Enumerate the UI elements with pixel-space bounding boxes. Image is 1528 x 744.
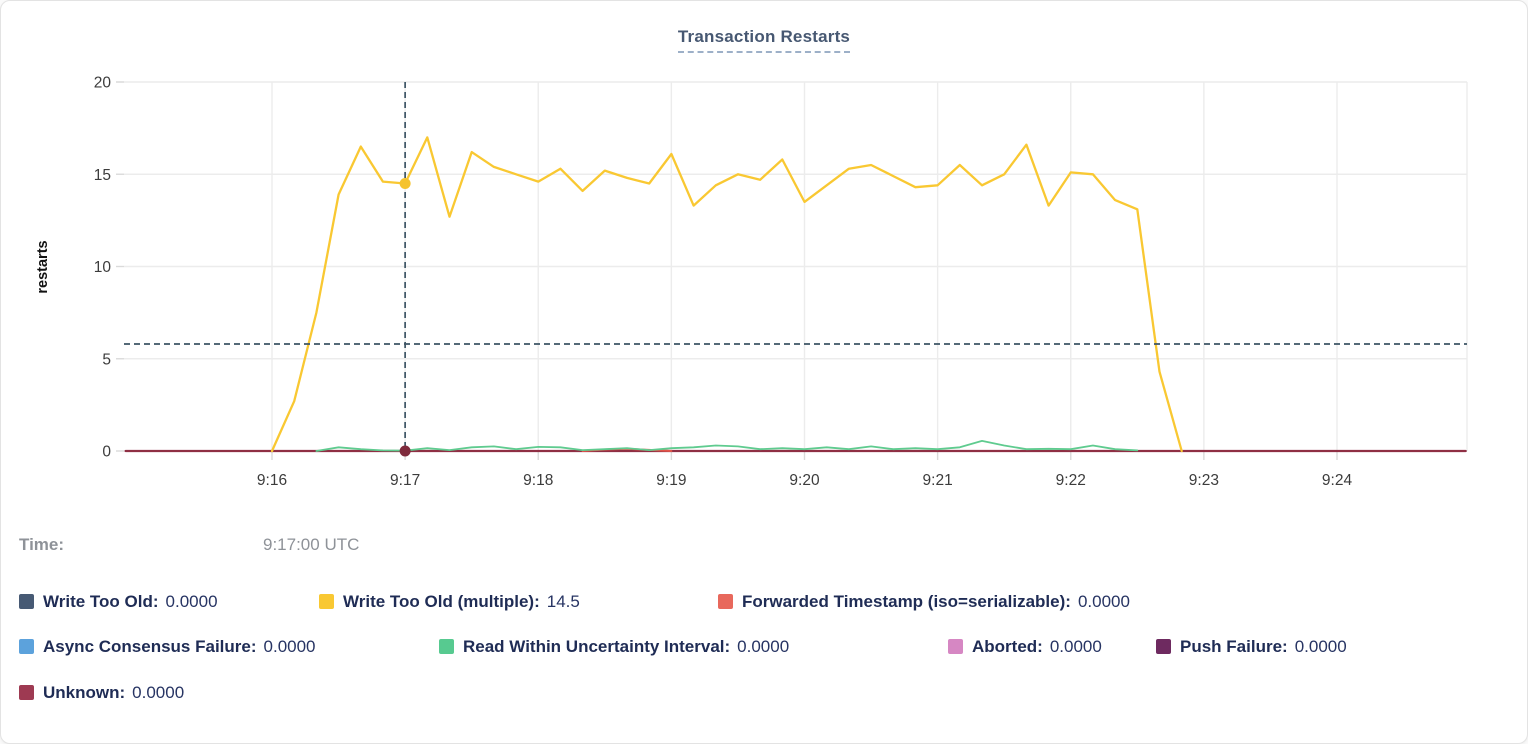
tooltip-time-label: Time: <box>19 535 65 554</box>
legend-label: Async Consensus Failure: <box>43 637 257 656</box>
hover-point-dot <box>399 177 411 189</box>
legend-swatch-icon <box>948 639 963 654</box>
legend-label: Push Failure: <box>1180 637 1288 656</box>
legend-label: Forwarded Timestamp (iso=serializable): <box>742 592 1071 611</box>
y-axis-label: restarts <box>35 240 51 293</box>
hover-point-dot <box>399 445 411 457</box>
series-line-write-too-old-multiple- <box>270 136 1183 453</box>
legend-value: 0.0000 <box>1049 637 1102 656</box>
legend-item-write-too-old: Write Too Old: 0.0000 <box>19 591 218 613</box>
y-tick-label: 15 <box>94 167 111 184</box>
legend-item-write-too-old-multiple: Write Too Old (multiple): 14.5 <box>319 591 580 613</box>
legend-label: Write Too Old (multiple): <box>343 592 540 611</box>
tooltip-time-value: 9:17:00 UTC <box>263 535 360 554</box>
legend-label: Aborted: <box>972 637 1043 656</box>
y-tick-label: 0 <box>102 444 111 461</box>
legend-swatch-icon <box>19 639 34 654</box>
legend-item-aborted: Aborted: 0.0000 <box>948 636 1102 658</box>
legend-value: 0.0000 <box>737 637 790 656</box>
x-tick-label: 9:24 <box>1322 472 1353 489</box>
legend-swatch-icon <box>439 639 454 654</box>
legend-item-read-within-uncertainty-interval: Read Within Uncertainty Interval: 0.0000 <box>439 636 789 658</box>
chart-header: Transaction Restarts <box>1 27 1527 53</box>
legend-item-async-consensus-failure: Async Consensus Failure: 0.0000 <box>19 636 316 658</box>
legend-value: 0.0000 <box>132 683 185 702</box>
legend-swatch-icon <box>19 685 34 700</box>
legend-item-unknown: Unknown: 0.0000 <box>19 682 184 704</box>
y-tick-label: 10 <box>94 259 112 276</box>
legend-swatch-icon <box>1156 639 1171 654</box>
legend-label: Write Too Old: <box>43 592 159 611</box>
x-tick-label: 9:20 <box>789 472 820 489</box>
legend-value: 0.0000 <box>263 637 316 656</box>
legend-swatch-icon <box>19 594 34 609</box>
legend-item-push-failure: Push Failure: 0.0000 <box>1156 636 1347 658</box>
legend-swatch-icon <box>718 594 733 609</box>
legend-value: 0.0000 <box>165 592 218 611</box>
chart-title[interactable]: Transaction Restarts <box>677 27 851 53</box>
x-tick-label: 9:17 <box>390 472 420 489</box>
legend-item-forwarded-timestamp-iso-serializable: Forwarded Timestamp (iso=serializable): 0… <box>718 591 1130 613</box>
x-tick-label: 9:19 <box>656 472 686 489</box>
legend-value: 0.0000 <box>1077 592 1130 611</box>
y-tick-label: 5 <box>102 351 111 368</box>
legend-label: Unknown: <box>43 683 126 702</box>
chart-plot-area[interactable]: 0 5 10 15 20 9:16 9:17 9:18 9:19 9:20 9:21 9:22 9:23… <box>1 1 1528 521</box>
legend-value: 0.0000 <box>1294 637 1347 656</box>
x-tick-label: 9:22 <box>1056 472 1086 489</box>
legend-value: 14.5 <box>546 592 580 611</box>
legend-swatch-icon <box>319 594 334 609</box>
y-tick-label: 20 <box>94 75 112 92</box>
legend-label: Read Within Uncertainty Interval: <box>463 637 731 656</box>
x-tick-label: 9:16 <box>257 472 287 489</box>
x-tick-label: 9:23 <box>1189 472 1219 489</box>
series-line-read-within-uncertainty-interval <box>315 439 1139 452</box>
tooltip-time-row: Time: 9:17:00 UTC <box>1 535 1527 559</box>
x-tick-label: 9:21 <box>923 472 953 489</box>
x-tick-label: 9:18 <box>523 472 553 489</box>
